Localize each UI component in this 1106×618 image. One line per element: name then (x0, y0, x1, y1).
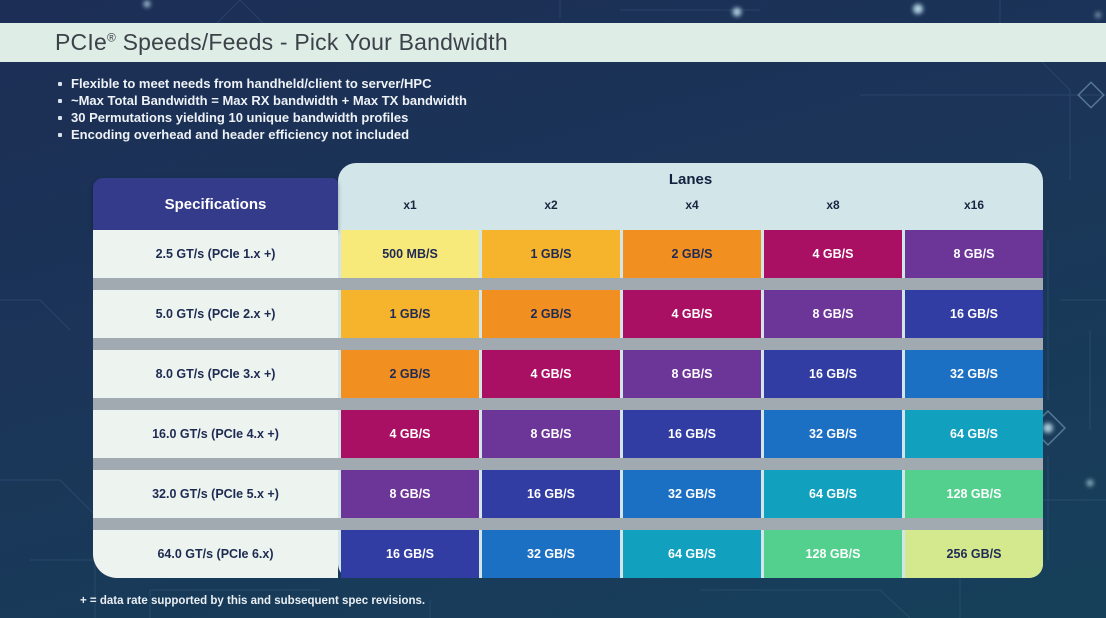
bandwidth-cell: 8 GB/S (482, 410, 620, 458)
bandwidth-cell: 2 GB/S (482, 290, 620, 338)
bandwidth-cell: 500 MB/S (341, 230, 479, 278)
bandwidth-cell: 16 GB/S (623, 410, 761, 458)
bandwidth-cell: 128 GB/S (764, 530, 902, 578)
row-divider (93, 458, 1043, 470)
spec-label-cell: 2.5 GT/s (PCIe 1.x +) (93, 230, 338, 278)
bullet-item: Encoding overhead and header efficiency … (58, 126, 467, 143)
bandwidth-cell: 16 GB/S (482, 470, 620, 518)
bandwidth-cell: 4 GB/S (341, 410, 479, 458)
bandwidth-cell: 1 GB/S (341, 290, 479, 338)
bandwidth-cell: 32 GB/S (905, 350, 1043, 398)
slide-title: PCIe® Speeds/Feeds - Pick Your Bandwidth (55, 29, 508, 55)
bandwidth-cell: 64 GB/S (764, 470, 902, 518)
bandwidth-cell: 2 GB/S (623, 230, 761, 278)
specifications-header: Specifications (93, 178, 338, 230)
lane-column-headers: x1 x2 x4 x8 x16 (341, 198, 1043, 212)
bandwidth-cell: 16 GB/S (764, 350, 902, 398)
bullet-item: 30 Permutations yielding 10 unique bandw… (58, 109, 467, 126)
bullet-list: Flexible to meet needs from handheld/cli… (58, 75, 467, 143)
spec-label-cell: 32.0 GT/s (PCIe 5.x +) (93, 470, 338, 518)
lane-column-label: x16 (963, 198, 985, 212)
row-divider (93, 398, 1043, 410)
lane-column-label: x1 (403, 198, 417, 212)
bandwidth-cell: 1 GB/S (482, 230, 620, 278)
bandwidth-cell: 32 GB/S (623, 470, 761, 518)
spec-label-cell: 8.0 GT/s (PCIe 3.x +) (93, 350, 338, 398)
bandwidth-cell: 4 GB/S (482, 350, 620, 398)
bandwidth-table: Lanes x1 x2 x4 x8 x16 Specifications 2.5 GT/… (93, 163, 1043, 578)
bandwidth-cell: 8 GB/S (905, 230, 1043, 278)
bandwidth-cell: 64 GB/S (905, 410, 1043, 458)
bandwidth-cell: 32 GB/S (482, 530, 620, 578)
bullet-item: ~Max Total Bandwidth = Max RX bandwidth … (58, 92, 467, 109)
bandwidth-cell: 256 GB/S (905, 530, 1043, 578)
bandwidth-cell: 128 GB/S (905, 470, 1043, 518)
title-bar: PCIe® Speeds/Feeds - Pick Your Bandwidth (0, 23, 1106, 62)
spec-label-cell: 16.0 GT/s (PCIe 4.x +) (93, 410, 338, 458)
spec-label-cell: 64.0 GT/s (PCIe 6.x) (93, 530, 338, 578)
lanes-header: Lanes (668, 171, 713, 188)
bandwidth-cell: 4 GB/S (764, 230, 902, 278)
bandwidth-cell: 16 GB/S (905, 290, 1043, 338)
bandwidth-cell: 2 GB/S (341, 350, 479, 398)
bandwidth-cell: 4 GB/S (623, 290, 761, 338)
registered-trademark-symbol: ® (106, 30, 116, 45)
footnote: + = data rate supported by this and subs… (80, 595, 426, 607)
row-divider (93, 278, 1043, 290)
lane-column-label: x8 (826, 198, 840, 212)
bandwidth-cell: 64 GB/S (623, 530, 761, 578)
bullet-item: Flexible to meet needs from handheld/cli… (58, 75, 467, 92)
spec-label-cell: 5.0 GT/s (PCIe 2.x +) (93, 290, 338, 338)
table-rows: 2.5 GT/s (PCIe 1.x +) 500 MB/S 1 GB/S 2 GB/… (93, 230, 1043, 578)
bandwidth-cell: 8 GB/S (764, 290, 902, 338)
bandwidth-cell: 8 GB/S (341, 470, 479, 518)
row-divider (93, 338, 1043, 350)
bandwidth-cell: 8 GB/S (623, 350, 761, 398)
row-divider (93, 518, 1043, 530)
lane-column-label: x2 (544, 198, 558, 212)
bandwidth-cell: 32 GB/S (764, 410, 902, 458)
lane-column-label: x4 (685, 198, 699, 212)
bandwidth-cell: 16 GB/S (341, 530, 479, 578)
